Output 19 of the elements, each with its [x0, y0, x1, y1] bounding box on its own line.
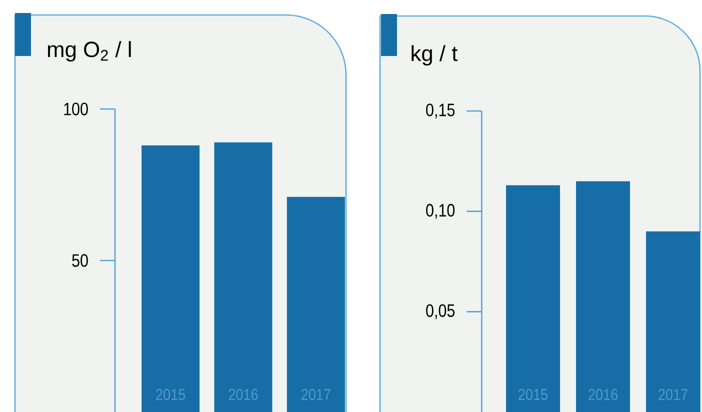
y-tick-label: 50 [72, 254, 88, 267]
bar [142, 145, 200, 412]
y-axis-title: kg / t [412, 45, 458, 66]
bar [576, 181, 630, 412]
bar [646, 231, 700, 412]
x-tick-label: 2015 [518, 388, 548, 400]
bar [286, 196, 345, 412]
x-tick-label: 2016 [588, 388, 618, 400]
bar [214, 142, 272, 412]
y-axis-title: mg O$_{2}$ / l [48, 41, 131, 62]
x-tick-label: 2017 [658, 388, 688, 400]
y-tick-label: 0,10 [426, 204, 455, 219]
bar [506, 185, 560, 412]
y-tick-label: 0,05 [426, 304, 455, 320]
y-tick-label: 0,15 [426, 104, 455, 118]
x-tick-label: 2015 [156, 388, 186, 400]
y-tick-label: 100 [64, 102, 88, 116]
x-tick-label: 2016 [228, 388, 258, 400]
x-tick-label: 2017 [302, 388, 330, 400]
